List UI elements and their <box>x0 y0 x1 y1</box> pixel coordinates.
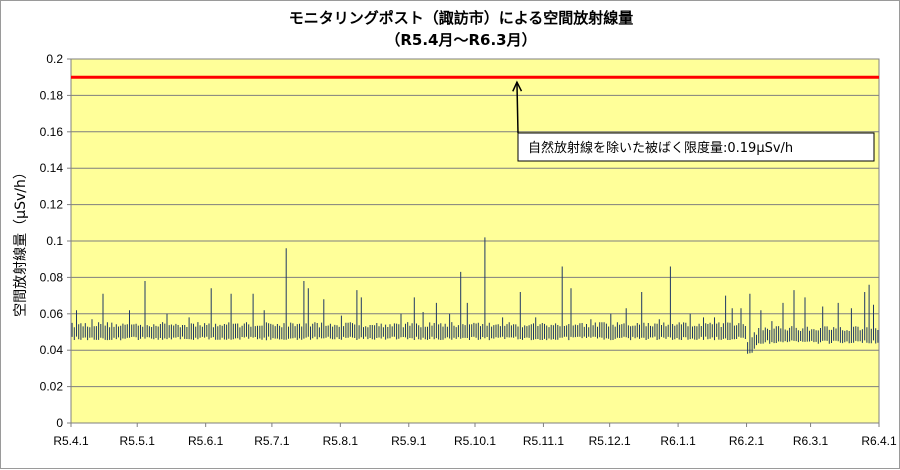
chart-title: モニタリングポスト（諏訪市）による空間放射線量 <box>289 9 634 27</box>
y-axis-ticks: 0 0.02 0.04 0.06 0.08 0.1 0.12 0.14 0.16 0.18 0.2 <box>40 52 71 430</box>
x-tick-label: R5.5.1 <box>120 434 156 448</box>
x-axis-ticks: R5.4.1 R5.5.1 R5.6.1 R5.7.1 R5.8.1 R5.9.1 R5.1… <box>53 423 897 448</box>
y-tick-label: 0.2 <box>46 52 63 66</box>
x-tick-label: R5.9.1 <box>391 434 427 448</box>
y-tick-label: 0.02 <box>40 380 64 394</box>
x-tick-label: R6.1.1 <box>660 434 696 448</box>
y-tick-label: 0.04 <box>40 343 64 357</box>
y-tick-label: 0.18 <box>40 88 64 102</box>
x-tick-label: R6.4.1 <box>861 434 897 448</box>
y-tick-label: 0 <box>56 416 63 430</box>
x-tick-label: R5.6.1 <box>188 434 224 448</box>
x-tick-label: R5.4.1 <box>53 434 89 448</box>
y-tick-label: 0.12 <box>40 198 64 212</box>
x-tick-label: R6.2.1 <box>729 434 765 448</box>
y-tick-label: 0.14 <box>40 161 64 175</box>
x-tick-label: R5.10.1 <box>454 434 496 448</box>
series-layer <box>71 75 879 354</box>
y-axis-label: 空間放射線量（μSv/h） <box>13 165 29 317</box>
x-tick-label: R6.3.1 <box>793 434 829 448</box>
annotation-text: 自然放射線を除いた被ばく限度量:0.19μSv/h <box>528 140 793 156</box>
x-tick-label: R5.7.1 <box>254 434 290 448</box>
y-tick-label: 0.08 <box>40 270 64 284</box>
annotation: 自然放射線を除いた被ばく限度量:0.19μSv/h <box>512 80 875 162</box>
y-tick-label: 0.16 <box>40 125 64 139</box>
x-tick-label: R5.11.1 <box>523 434 564 448</box>
annotation-arrow-head <box>512 80 523 92</box>
chart-subtitle: （R5.4月〜R6.3月） <box>385 31 536 49</box>
x-tick-label: R5.8.1 <box>323 434 359 448</box>
annotation-box <box>517 132 875 162</box>
daily-dose-series <box>71 237 879 354</box>
y-tick-label: 0.06 <box>40 307 64 321</box>
annotation-arrow <box>516 82 519 134</box>
y-tick-label: 0.1 <box>46 234 63 248</box>
x-tick-label: R5.12.1 <box>589 434 631 448</box>
